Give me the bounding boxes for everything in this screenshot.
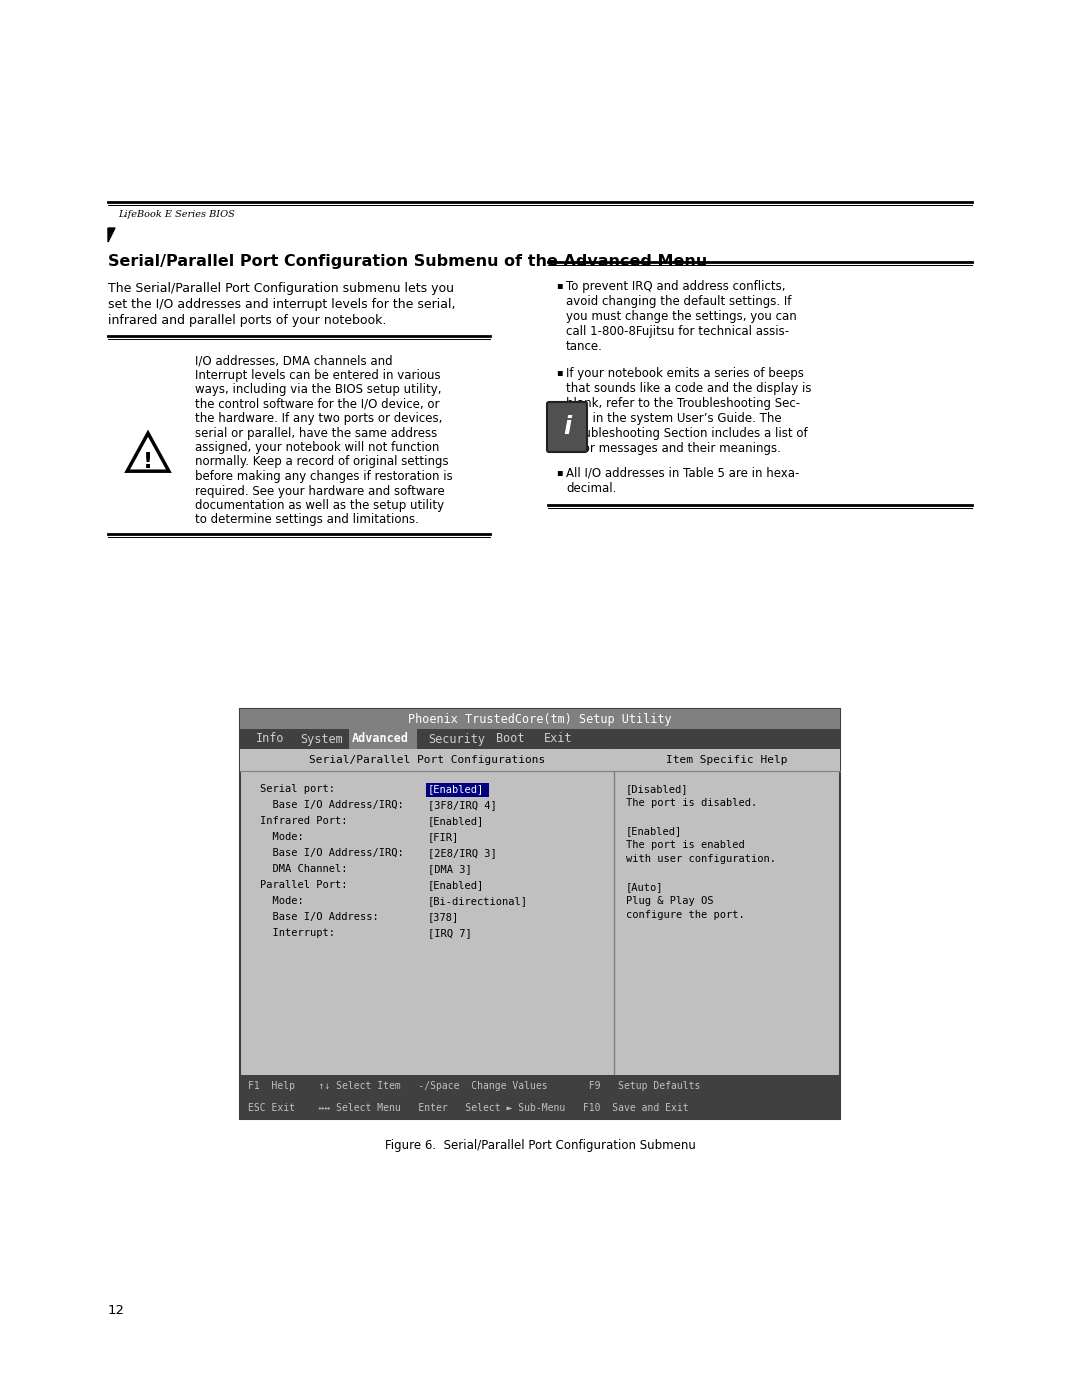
Text: infrared and parallel ports of your notebook.: infrared and parallel ports of your note… [108,314,387,327]
Text: Phoenix TrustedCore(tm) Setup Utility: Phoenix TrustedCore(tm) Setup Utility [408,712,672,725]
Bar [349,729,417,749]
Text: 12: 12 [108,1303,125,1317]
Text: Figure 6.  Serial/Parallel Port Configuration Submenu: Figure 6. Serial/Parallel Port Configura… [384,1139,696,1153]
Bar [240,710,840,729]
Text: F1  Help    ↑↓ Select Item   -/Space  Change Values       F9   Setup Defaults: F1 Help ↑↓ Select Item -/Space Change Va… [248,1081,700,1091]
Text: Item Specific Help: Item Specific Help [666,754,787,766]
Text: [378]: [378] [428,912,459,922]
Text: Serial/Parallel Port Configurations: Serial/Parallel Port Configurations [309,754,545,766]
Text: blank, refer to the Troubleshooting Sec-: blank, refer to the Troubleshooting Sec- [566,397,800,409]
Text: Base I/O Address/IRQ:: Base I/O Address/IRQ: [260,848,404,858]
Bar [240,1097,840,1119]
Bar [240,729,840,749]
Text: to determine settings and limitations.: to determine settings and limitations. [195,514,419,527]
Text: ▪: ▪ [556,279,563,291]
Text: [3F8/IRQ 4]: [3F8/IRQ 4] [428,800,497,810]
Bar [426,782,488,798]
Text: Advanced: Advanced [352,732,409,746]
Text: the control software for the I/O device, or: the control software for the I/O device,… [195,398,440,411]
Text: i: i [563,415,571,439]
Text: normally. Keep a record of original settings: normally. Keep a record of original sett… [195,455,448,468]
Text: before making any changes if restoration is: before making any changes if restoration… [195,469,453,483]
Text: [Disabled]: [Disabled] [626,784,689,793]
Text: ways, including via the BIOS setup utility,: ways, including via the BIOS setup utili… [195,383,442,395]
Text: The port is disabled.: The port is disabled. [626,798,757,807]
Text: ESC Exit    ↔↔ Select Menu   Enter   Select ► Sub-Menu   F10  Save and Exit: ESC Exit ↔↔ Select Menu Enter Select ► S… [248,1104,689,1113]
Text: assigned, your notebook will not function: assigned, your notebook will not functio… [195,441,440,454]
Text: Mode:: Mode: [260,833,303,842]
Text: All I/O addresses in Table 5 are in hexa-: All I/O addresses in Table 5 are in hexa… [566,467,799,481]
Text: Interrupt:: Interrupt: [260,928,335,937]
Text: Infrared Port:: Infrared Port: [260,816,348,826]
Text: [Enabled]: [Enabled] [428,816,484,826]
Bar [240,710,840,1119]
Text: configure the port.: configure the port. [626,909,745,921]
Text: required. See your hardware and software: required. See your hardware and software [195,485,445,497]
Text: tion in the system User’s Guide. The: tion in the system User’s Guide. The [566,412,782,425]
Text: Interrupt levels can be entered in various: Interrupt levels can be entered in vario… [195,369,441,381]
Text: DMA Channel:: DMA Channel: [260,863,348,875]
Bar [240,749,840,771]
Text: Serial/Parallel Port Configuration Submenu of the Advanced Menu: Serial/Parallel Port Configuration Subme… [108,254,707,270]
Text: The Serial/Parallel Port Configuration submenu lets you: The Serial/Parallel Port Configuration s… [108,282,454,295]
Text: Mode:: Mode: [260,895,303,907]
Text: ▪: ▪ [556,367,563,377]
Text: Info: Info [256,732,284,746]
Text: [2E8/IRQ 3]: [2E8/IRQ 3] [428,848,497,858]
Text: [IRQ 7]: [IRQ 7] [428,928,472,937]
Text: System: System [300,732,342,746]
Text: I/O addresses, DMA channels and: I/O addresses, DMA channels and [195,353,393,367]
Text: Boot: Boot [496,732,525,746]
Text: error messages and their meanings.: error messages and their meanings. [566,441,781,455]
Text: Security: Security [428,732,485,746]
Text: Exit: Exit [544,732,572,746]
Text: Base I/O Address:: Base I/O Address: [260,912,379,922]
Text: [Bi-directional]: [Bi-directional] [428,895,528,907]
Text: LifeBook E Series BIOS: LifeBook E Series BIOS [118,210,234,219]
Text: tance.: tance. [566,339,603,353]
Text: that sounds like a code and the display is: that sounds like a code and the display … [566,381,811,395]
Text: [FIR]: [FIR] [428,833,459,842]
Polygon shape [108,228,114,242]
Text: [Auto]: [Auto] [626,882,663,893]
Text: [Enabled]: [Enabled] [626,826,683,835]
Text: Base I/O Address/IRQ:: Base I/O Address/IRQ: [260,800,404,810]
Text: ▪: ▪ [556,467,563,476]
Text: the hardware. If any two ports or devices,: the hardware. If any two ports or device… [195,412,443,425]
Text: [DMA 3]: [DMA 3] [428,863,472,875]
FancyBboxPatch shape [546,402,588,453]
Text: decimal.: decimal. [566,482,617,495]
Text: you must change the settings, you can: you must change the settings, you can [566,310,797,323]
Text: The port is enabled: The port is enabled [626,840,745,849]
Text: !: ! [143,453,153,472]
Text: Plug & Play OS: Plug & Play OS [626,895,714,907]
Text: call 1-800-8Fujitsu for technical assis-: call 1-800-8Fujitsu for technical assis- [566,326,789,338]
Text: set the I/O addresses and interrupt levels for the serial,: set the I/O addresses and interrupt leve… [108,298,456,312]
Text: [Enabled]: [Enabled] [428,784,484,793]
Text: If your notebook emits a series of beeps: If your notebook emits a series of beeps [566,367,804,380]
Text: To prevent IRQ and address conflicts,: To prevent IRQ and address conflicts, [566,279,785,293]
Text: with user configuration.: with user configuration. [626,854,777,863]
Text: serial or parallel, have the same address: serial or parallel, have the same addres… [195,426,437,440]
Text: Troubleshooting Section includes a list of: Troubleshooting Section includes a list … [566,427,808,440]
Text: avoid changing the default settings. If: avoid changing the default settings. If [566,295,792,307]
Text: Parallel Port:: Parallel Port: [260,880,348,890]
Text: documentation as well as the setup utility: documentation as well as the setup utili… [195,499,444,511]
Text: Serial port:: Serial port: [260,784,335,793]
Text: [Enabled]: [Enabled] [428,880,484,890]
Bar [240,1076,840,1097]
